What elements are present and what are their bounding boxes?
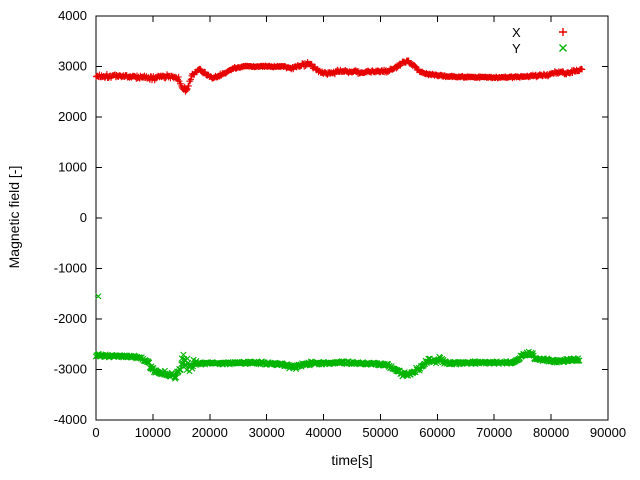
x-tick-label: 40000: [305, 425, 341, 440]
x-tick-label: 80000: [533, 425, 569, 440]
x-tick-label: 90000: [590, 425, 626, 440]
y-tick-label: -4000: [54, 412, 87, 427]
legend-label-y: Y: [512, 40, 521, 56]
x-tick-label: 20000: [192, 425, 228, 440]
legend: X Y: [498, 24, 570, 56]
x-tick-label: 70000: [476, 425, 512, 440]
series-y-points: [92, 293, 583, 382]
legend-entry-x: X: [498, 24, 570, 40]
y-tick-label: 0: [80, 210, 87, 225]
y-tick-label: 1000: [58, 160, 87, 175]
y-tick-label: 3000: [58, 59, 87, 74]
legend-entry-y: Y: [498, 40, 570, 56]
x-tick-label: 30000: [249, 425, 285, 440]
y-tick-label: -3000: [54, 362, 87, 377]
y-tick-label: 2000: [58, 109, 87, 124]
x-tick-label: 0: [92, 425, 99, 440]
y-tick-label: -2000: [54, 311, 87, 326]
x-tick-label: 60000: [419, 425, 455, 440]
y-tick-label: -1000: [54, 261, 87, 276]
x-tick-label: 50000: [362, 425, 398, 440]
y-axis-title: Magnetic field [-]: [6, 165, 22, 269]
legend-label-x: X: [512, 24, 521, 40]
x-tick-label: 10000: [135, 425, 171, 440]
plus-marker-icon: [556, 25, 570, 39]
y-tick-label: 4000: [58, 8, 87, 23]
series-x-points: [92, 57, 586, 95]
x-axis-title: time[s]: [331, 452, 373, 468]
cross-marker-icon: [556, 41, 570, 55]
